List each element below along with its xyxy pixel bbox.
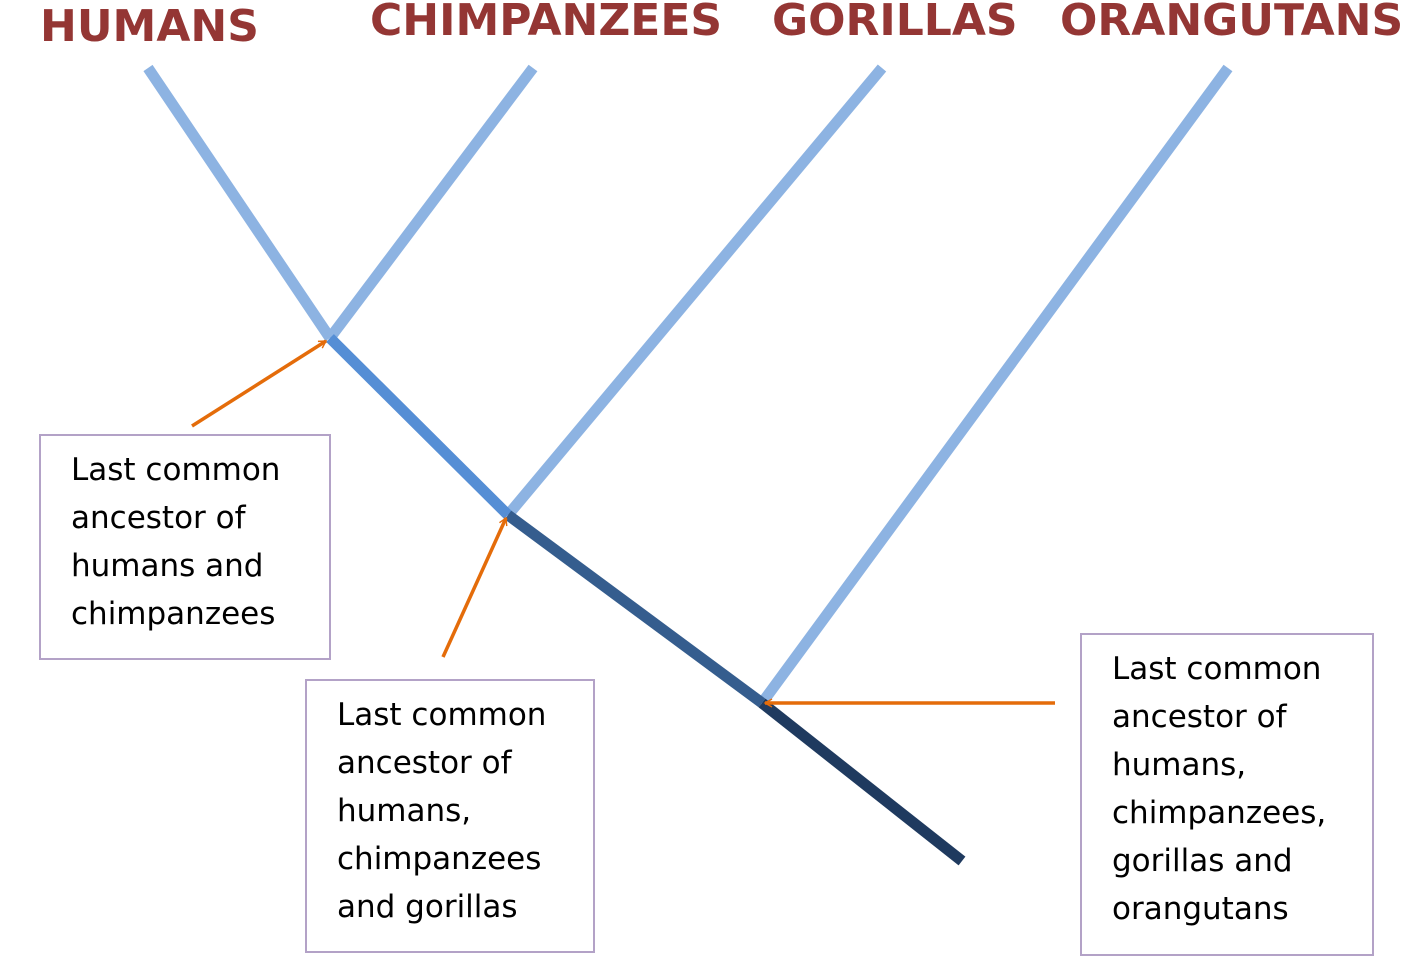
- arrow-to-node-1: [191, 339, 328, 428]
- callout-line: ancestor of: [337, 745, 512, 781]
- callout-line: humans,: [337, 793, 472, 829]
- branch-root: [758, 698, 966, 866]
- branch-chimpanzees: [325, 64, 538, 342]
- callout-line: ancestor of: [1112, 699, 1287, 735]
- callout-line: humans,: [1112, 747, 1247, 783]
- branch-gorillas: [503, 64, 887, 519]
- callout-line: humans and: [71, 548, 264, 584]
- species-label-chimpanzees: CHIMPANZEES: [370, 0, 723, 46]
- callout-line: chimpanzees,: [1112, 795, 1327, 831]
- callout-all-great-apes-ancestor: Last common ancestor of humans, chimpanz…: [1080, 633, 1374, 956]
- callout-line: orangutans: [1112, 891, 1289, 927]
- callout-line: chimpanzees: [71, 596, 276, 632]
- callout-line: ancestor of: [71, 500, 246, 536]
- callout-humans-chimpanzees-gorillas-ancestor: Last common ancestor of humans, chimpanz…: [305, 679, 595, 953]
- callout-humans-chimpanzees-ancestor: Last common ancestor of humans and chimp…: [39, 434, 331, 660]
- arrow-to-node-2: [441, 516, 508, 658]
- branch-humans: [143, 64, 335, 342]
- callout-line: Last common: [71, 452, 281, 488]
- callout-line: Last common: [337, 697, 547, 733]
- callout-line: and gorillas: [337, 889, 518, 925]
- species-label-humans: HUMANS: [40, 1, 259, 52]
- branch-humans-chimpanzees-ancestor: [326, 334, 512, 519]
- species-label-orangutans: ORANGUTANS: [1060, 0, 1401, 46]
- branch-great-apes-ancestor: [504, 510, 766, 708]
- species-label-gorillas: GORILLAS: [772, 0, 1018, 46]
- branch-orangutans: [757, 64, 1233, 707]
- callout-line: gorillas and: [1112, 843, 1293, 879]
- callout-line: Last common: [1112, 651, 1322, 687]
- callout-line: chimpanzees: [337, 841, 542, 877]
